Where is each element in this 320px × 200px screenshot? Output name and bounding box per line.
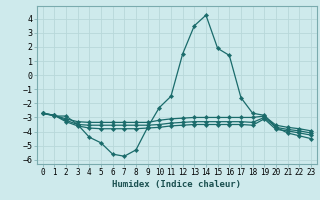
X-axis label: Humidex (Indice chaleur): Humidex (Indice chaleur)	[112, 180, 241, 189]
